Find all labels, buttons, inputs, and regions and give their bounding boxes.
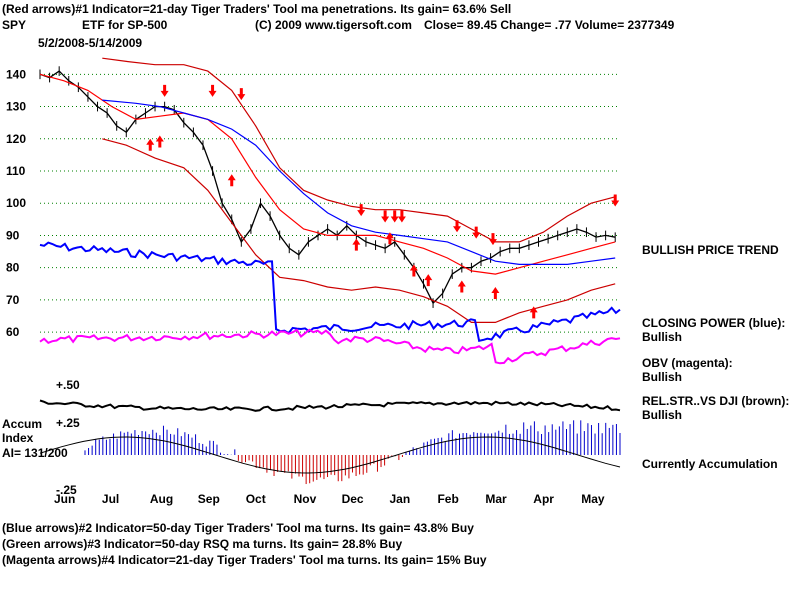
y-tick-label: 110 bbox=[6, 164, 26, 178]
sell-arrow bbox=[390, 210, 399, 223]
header-line1: (Red arrows)#1 Indicator=21-day Tiger Tr… bbox=[2, 2, 512, 16]
price-trend-label: BULLISH PRICE TREND bbox=[642, 243, 779, 257]
sell-arrow bbox=[208, 84, 217, 97]
y-tick-label: 140 bbox=[6, 67, 26, 81]
buy-arrow bbox=[352, 238, 361, 251]
buy-arrow bbox=[146, 138, 155, 151]
series-ma50 bbox=[102, 99, 616, 265]
buy-arrow bbox=[385, 232, 394, 245]
x-tick-label: Dec bbox=[342, 492, 364, 506]
closing-power-value: Bullish bbox=[642, 330, 683, 344]
series-lines bbox=[39, 57, 616, 323]
relstr-value: Bullish bbox=[642, 408, 683, 422]
x-tick-label: Apr bbox=[533, 492, 554, 506]
y-tick-label: 90 bbox=[6, 228, 20, 242]
quote-summary: Close= 89.45 Change= .77 Volume= 2377349 bbox=[424, 18, 675, 32]
footer-line3: (Magenta arrows)#4 Indicator=21-day Tige… bbox=[2, 553, 487, 567]
ai-value: AI= 131/200 bbox=[2, 446, 68, 460]
footer-line2: (Green arrows)#3 Indicator=50-day RSQ ma… bbox=[2, 537, 403, 551]
date-range: 5/2/2008-5/14/2009 bbox=[38, 36, 143, 50]
x-tick-label: Jul bbox=[102, 492, 119, 506]
x-tick-label: Mar bbox=[485, 492, 507, 506]
buy-arrow bbox=[457, 280, 466, 293]
x-tick-label: Nov bbox=[294, 492, 317, 506]
obv-title: OBV (magenta): bbox=[642, 356, 733, 370]
index-label: Index bbox=[2, 431, 34, 445]
sell-arrow bbox=[160, 84, 169, 97]
series-price bbox=[39, 70, 616, 305]
x-tick-label: Oct bbox=[246, 492, 266, 506]
y-tick-label: 100 bbox=[6, 196, 26, 210]
series-band_upper bbox=[102, 57, 616, 243]
relstr-tick-mid: +.25 bbox=[56, 416, 80, 430]
accum-label: Accum bbox=[2, 417, 43, 431]
y-tick-label: 120 bbox=[6, 132, 26, 146]
obv-value: Bullish bbox=[642, 370, 683, 384]
x-tick-label: May bbox=[581, 492, 605, 506]
closing-power-title: CLOSING POWER (blue): bbox=[642, 316, 786, 330]
accum-tick-bottom: -.25 bbox=[56, 483, 77, 497]
sell-arrow bbox=[472, 226, 481, 239]
relstr-tick-top: +.50 bbox=[56, 378, 80, 392]
buy-arrow bbox=[227, 174, 236, 187]
sell-arrow bbox=[488, 233, 497, 246]
y-tick-label: 60 bbox=[6, 325, 20, 339]
lower-indicators bbox=[39, 241, 621, 485]
x-axis-labels: Jun Jul Aug Sep Oct Nov Dec Jan Feb Mar Apr May bbox=[54, 492, 605, 506]
accum-ma-line bbox=[39, 436, 621, 474]
y-tick-label: 70 bbox=[6, 293, 20, 307]
buy-arrow bbox=[424, 274, 433, 287]
sell-arrow bbox=[397, 210, 406, 223]
x-tick-label: Sep bbox=[198, 492, 220, 506]
relstr-title: REL.STR..VS DJI (brown): bbox=[642, 394, 790, 408]
x-tick-label: Feb bbox=[437, 492, 458, 506]
sell-arrow bbox=[237, 88, 246, 101]
copyright: (C) 2009 www.tigersoft.com bbox=[255, 18, 412, 32]
footer-line1: (Blue arrows)#2 Indicator=50-day Tiger T… bbox=[2, 521, 474, 535]
x-tick-label: Jun bbox=[54, 492, 75, 506]
symbol-description: ETF for SP-500 bbox=[82, 18, 168, 32]
symbol: SPY bbox=[2, 18, 27, 32]
x-tick-label: Jan bbox=[390, 492, 411, 506]
buy-arrow bbox=[491, 287, 500, 299]
sell-arrow bbox=[357, 204, 366, 217]
y-tick-label: 80 bbox=[6, 261, 20, 275]
sell-arrow bbox=[453, 220, 462, 233]
closing-power-line bbox=[39, 241, 621, 342]
relstr-line bbox=[39, 399, 621, 412]
buy-arrow bbox=[155, 135, 164, 148]
y-axis-labels: 140 130 120 110 100 90 80 70 60 bbox=[6, 67, 26, 339]
signal-arrows bbox=[146, 84, 620, 319]
x-tick-label: Aug bbox=[150, 492, 173, 506]
obv-line bbox=[39, 328, 621, 365]
gridlines bbox=[40, 73, 620, 333]
buy-arrow bbox=[529, 306, 538, 319]
buy-arrow bbox=[409, 264, 418, 277]
series-band_lower bbox=[102, 138, 616, 323]
y-tick-label: 130 bbox=[6, 100, 26, 114]
accumulation-status: Currently Accumulation bbox=[642, 457, 778, 471]
sell-arrow bbox=[611, 194, 620, 207]
series-ma21 bbox=[39, 73, 616, 275]
sell-arrow bbox=[381, 210, 390, 223]
